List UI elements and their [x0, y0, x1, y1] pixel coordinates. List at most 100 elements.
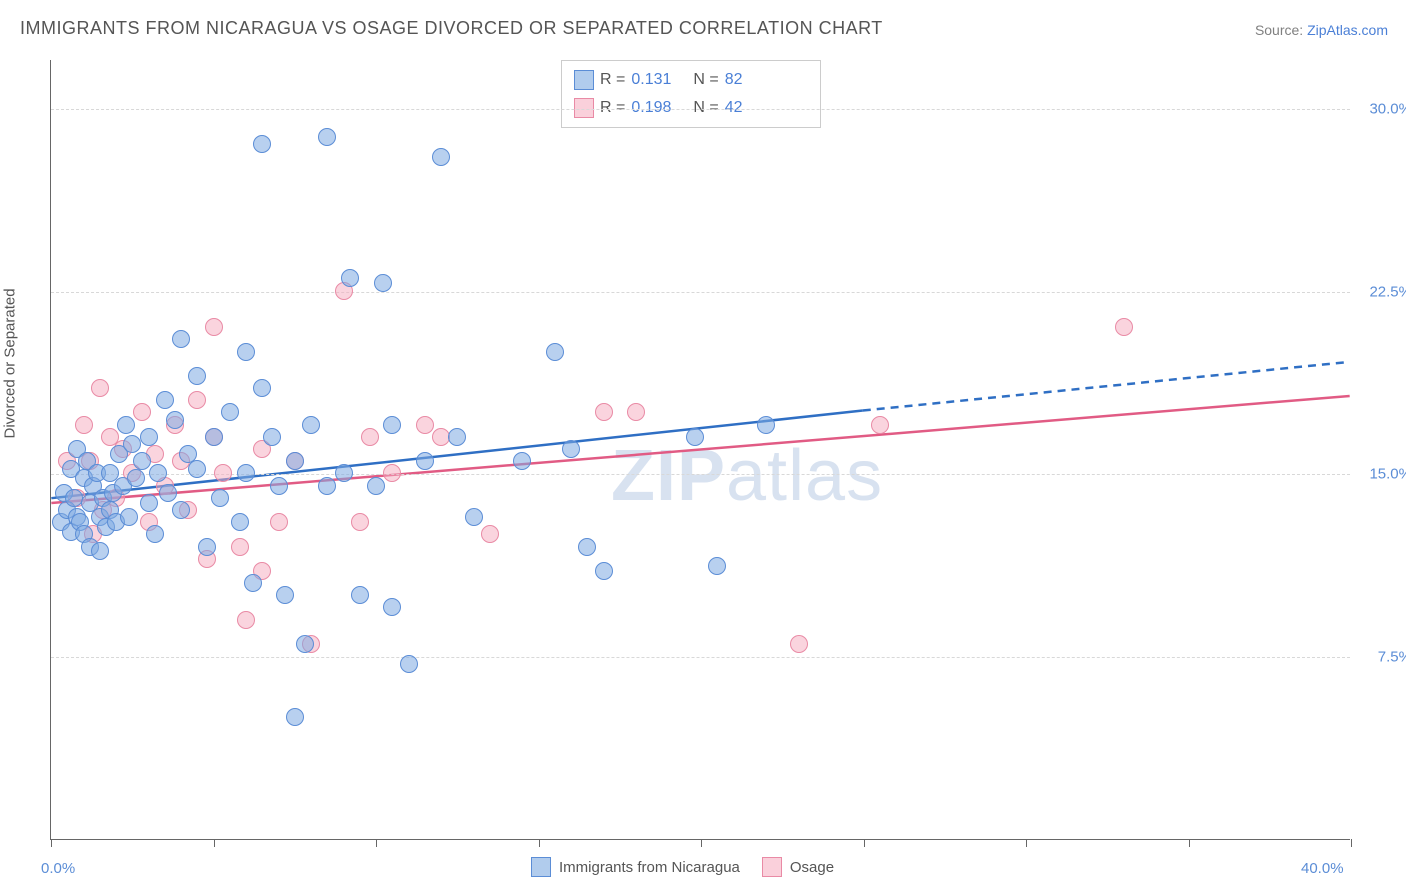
watermark-bold: ZIP	[611, 436, 726, 516]
legend-row-blue: R = 0.131 N = 82	[574, 66, 808, 94]
scatter-point-pink	[481, 525, 499, 543]
scatter-point-blue	[117, 416, 135, 434]
scatter-point-blue	[140, 494, 158, 512]
x-tick	[1026, 839, 1027, 847]
scatter-point-blue	[562, 440, 580, 458]
scatter-point-blue	[578, 538, 596, 556]
scatter-point-blue	[221, 403, 239, 421]
scatter-point-blue	[156, 391, 174, 409]
x-tick-label: 0.0%	[41, 860, 75, 877]
scatter-point-pink	[231, 538, 249, 556]
scatter-point-pink	[237, 611, 255, 629]
scatter-point-pink	[383, 464, 401, 482]
y-tick-label: 15.0%	[1369, 466, 1406, 483]
scatter-point-blue	[166, 411, 184, 429]
y-tick-label: 22.5%	[1369, 283, 1406, 300]
scatter-point-blue	[237, 464, 255, 482]
scatter-point-blue	[546, 343, 564, 361]
scatter-point-blue	[367, 477, 385, 495]
scatter-point-blue	[276, 586, 294, 604]
trend-lines-svg	[51, 60, 1350, 839]
source-link[interactable]: ZipAtlas.com	[1307, 22, 1388, 38]
legend-item-blue: Immigrants from Nicaragua	[531, 857, 740, 877]
scatter-point-pink	[188, 391, 206, 409]
legend-label-blue: Immigrants from Nicaragua	[559, 859, 740, 876]
scatter-point-blue	[351, 586, 369, 604]
scatter-point-blue	[595, 562, 613, 580]
scatter-point-blue	[188, 367, 206, 385]
scatter-point-pink	[627, 403, 645, 421]
x-tick	[1351, 839, 1352, 847]
scatter-point-blue	[133, 452, 151, 470]
n-value-blue: 82	[725, 71, 743, 89]
x-tick-label: 40.0%	[1301, 860, 1344, 877]
scatter-point-pink	[205, 318, 223, 336]
scatter-point-blue	[211, 489, 229, 507]
chart-plot-area: ZIPatlas R = 0.131 N = 82 R = 0.198 N = …	[50, 60, 1350, 840]
source-attribution: Source: ZipAtlas.com	[1255, 22, 1388, 38]
scatter-point-blue	[341, 269, 359, 287]
gridline-h	[51, 109, 1350, 110]
scatter-point-blue	[198, 538, 216, 556]
legend-label-pink: Osage	[790, 859, 834, 876]
scatter-point-blue	[286, 708, 304, 726]
scatter-point-blue	[140, 428, 158, 446]
source-label: Source:	[1255, 22, 1307, 38]
gridline-h	[51, 657, 1350, 658]
x-tick	[214, 839, 215, 847]
gridline-h	[51, 292, 1350, 293]
x-tick	[1189, 839, 1190, 847]
scatter-point-blue	[270, 477, 288, 495]
scatter-point-blue	[757, 416, 775, 434]
scatter-point-pink	[595, 403, 613, 421]
scatter-point-pink	[214, 464, 232, 482]
scatter-point-blue	[172, 501, 190, 519]
scatter-point-blue	[205, 428, 223, 446]
scatter-point-blue	[120, 508, 138, 526]
scatter-point-blue	[513, 452, 531, 470]
scatter-point-blue	[159, 484, 177, 502]
chart-title: IMMIGRANTS FROM NICARAGUA VS OSAGE DIVOR…	[20, 18, 883, 39]
scatter-point-blue	[253, 135, 271, 153]
trend-line	[863, 362, 1350, 411]
scatter-point-pink	[790, 635, 808, 653]
scatter-point-blue	[127, 469, 145, 487]
scatter-point-blue	[91, 542, 109, 560]
scatter-point-blue	[374, 274, 392, 292]
scatter-point-blue	[253, 379, 271, 397]
scatter-point-blue	[318, 128, 336, 146]
legend-item-pink: Osage	[762, 857, 834, 877]
scatter-point-pink	[416, 416, 434, 434]
chart-container: IMMIGRANTS FROM NICARAGUA VS OSAGE DIVOR…	[0, 0, 1406, 892]
scatter-point-blue	[416, 452, 434, 470]
scatter-point-pink	[1115, 318, 1133, 336]
scatter-point-blue	[465, 508, 483, 526]
scatter-point-blue	[263, 428, 281, 446]
y-tick-label: 7.5%	[1378, 649, 1406, 666]
scatter-point-blue	[244, 574, 262, 592]
scatter-point-blue	[172, 330, 190, 348]
scatter-point-pink	[351, 513, 369, 531]
y-axis-label: Divorced or Separated	[2, 288, 19, 438]
legend-series: Immigrants from Nicaragua Osage	[531, 857, 834, 877]
x-tick	[539, 839, 540, 847]
r-value-blue: 0.131	[631, 71, 687, 89]
scatter-point-blue	[123, 435, 141, 453]
x-tick	[51, 839, 52, 847]
swatch-blue-icon	[574, 70, 594, 90]
scatter-point-blue	[686, 428, 704, 446]
scatter-point-blue	[448, 428, 466, 446]
legend-correlation-box: R = 0.131 N = 82 R = 0.198 N = 42	[561, 60, 821, 128]
scatter-point-blue	[318, 477, 336, 495]
scatter-point-blue	[237, 343, 255, 361]
scatter-point-blue	[231, 513, 249, 531]
scatter-point-blue	[335, 464, 353, 482]
y-tick-label: 30.0%	[1369, 100, 1406, 117]
scatter-point-blue	[708, 557, 726, 575]
scatter-point-pink	[75, 416, 93, 434]
scatter-point-blue	[65, 489, 83, 507]
scatter-point-pink	[361, 428, 379, 446]
scatter-point-blue	[383, 416, 401, 434]
scatter-point-blue	[296, 635, 314, 653]
x-tick	[864, 839, 865, 847]
